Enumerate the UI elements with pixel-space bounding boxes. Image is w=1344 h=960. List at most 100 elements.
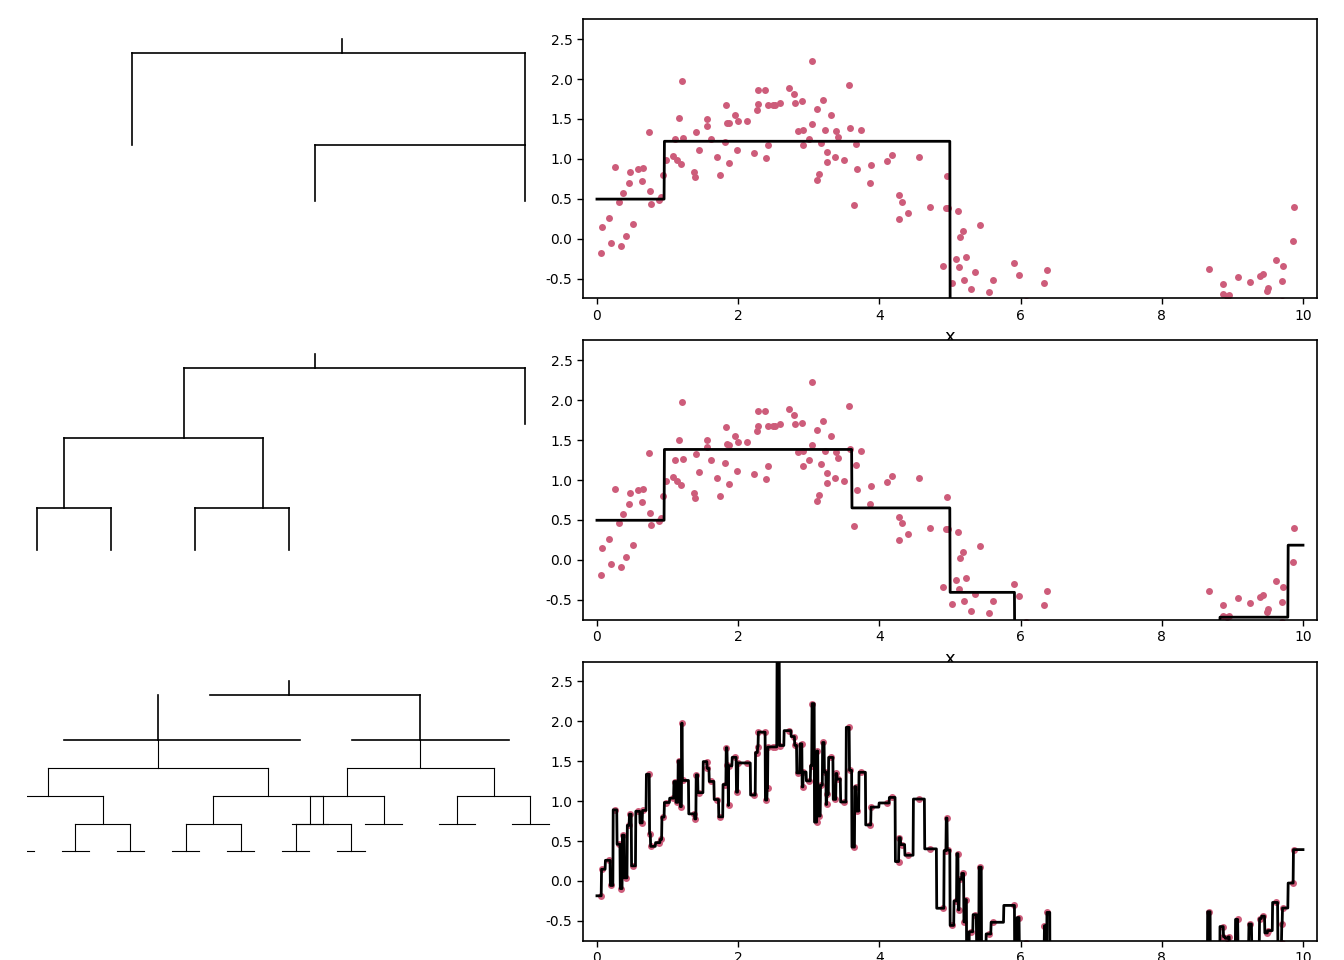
Point bbox=[785, 95, 806, 110]
Point bbox=[909, 470, 930, 486]
Point bbox=[827, 450, 848, 466]
Point bbox=[978, 605, 1000, 620]
Point bbox=[798, 131, 820, 146]
Point bbox=[632, 482, 653, 497]
Point bbox=[966, 295, 988, 310]
Point bbox=[816, 155, 837, 170]
Point bbox=[1036, 584, 1058, 599]
Point bbox=[652, 489, 673, 504]
Point bbox=[1124, 651, 1145, 666]
Point bbox=[793, 764, 814, 780]
Point bbox=[1036, 904, 1058, 920]
Point bbox=[946, 846, 968, 861]
Point bbox=[663, 148, 684, 163]
Point bbox=[664, 453, 685, 468]
Point bbox=[1137, 333, 1159, 348]
Point bbox=[1034, 301, 1055, 317]
Point bbox=[610, 881, 632, 897]
Point bbox=[1016, 301, 1038, 317]
Point bbox=[827, 772, 848, 787]
Point bbox=[935, 201, 957, 216]
Point bbox=[628, 804, 649, 819]
Point bbox=[664, 774, 685, 789]
Point bbox=[716, 437, 738, 452]
Point bbox=[1193, 948, 1215, 960]
Point bbox=[1153, 671, 1175, 686]
Point bbox=[1227, 621, 1249, 636]
Point bbox=[1247, 943, 1269, 958]
Point bbox=[798, 773, 820, 788]
Point bbox=[1008, 588, 1030, 604]
Point bbox=[806, 101, 828, 116]
Point bbox=[601, 557, 622, 572]
Point bbox=[684, 169, 706, 184]
Point bbox=[960, 603, 981, 618]
Point bbox=[1198, 262, 1219, 277]
Point bbox=[747, 403, 769, 419]
Point bbox=[792, 458, 813, 473]
Point bbox=[839, 720, 860, 735]
Point bbox=[632, 815, 653, 830]
Point bbox=[1027, 955, 1048, 960]
Point bbox=[716, 740, 738, 756]
Point bbox=[1193, 628, 1215, 643]
Point bbox=[1101, 662, 1122, 678]
Point bbox=[716, 98, 738, 113]
Point bbox=[1258, 602, 1279, 617]
Point bbox=[1090, 367, 1111, 382]
Point bbox=[816, 144, 837, 159]
Point bbox=[707, 470, 728, 486]
Point bbox=[718, 156, 739, 171]
Point bbox=[790, 94, 812, 109]
Point bbox=[1257, 283, 1278, 299]
Point bbox=[1239, 595, 1261, 611]
Point bbox=[948, 260, 969, 276]
Point bbox=[833, 473, 855, 489]
Point bbox=[683, 485, 704, 500]
Point bbox=[965, 265, 986, 280]
Point bbox=[1027, 313, 1048, 328]
Point bbox=[650, 511, 672, 526]
Point bbox=[931, 900, 953, 916]
Point bbox=[785, 737, 806, 753]
Point bbox=[727, 142, 749, 157]
Point bbox=[953, 224, 974, 239]
Point bbox=[1099, 324, 1121, 340]
Point bbox=[960, 924, 981, 940]
Point bbox=[671, 395, 692, 410]
Point bbox=[1141, 675, 1163, 690]
Point bbox=[1173, 660, 1195, 675]
Point bbox=[788, 765, 809, 780]
Point bbox=[757, 739, 778, 755]
Point bbox=[616, 228, 637, 243]
Point bbox=[937, 200, 958, 215]
Point bbox=[663, 469, 684, 485]
Point bbox=[1267, 618, 1289, 634]
Point bbox=[754, 403, 775, 419]
X-axis label: x: x bbox=[945, 328, 956, 347]
Point bbox=[1153, 313, 1175, 328]
Point bbox=[1153, 350, 1175, 366]
Point bbox=[1271, 594, 1293, 610]
Point bbox=[718, 476, 739, 492]
Point bbox=[1027, 634, 1048, 649]
Point bbox=[598, 532, 620, 547]
Point bbox=[746, 423, 767, 439]
Point bbox=[1032, 651, 1054, 666]
Point bbox=[655, 795, 676, 810]
Point bbox=[664, 132, 685, 147]
Point bbox=[785, 417, 806, 432]
Point bbox=[1103, 694, 1125, 709]
Point bbox=[1253, 266, 1274, 281]
Point bbox=[1101, 327, 1122, 343]
Point bbox=[1157, 628, 1179, 643]
Point bbox=[806, 814, 828, 829]
Point bbox=[792, 137, 813, 153]
Point bbox=[851, 764, 872, 780]
Point bbox=[1219, 304, 1241, 320]
Point bbox=[843, 518, 864, 534]
Point bbox=[1085, 323, 1106, 338]
Point bbox=[801, 374, 823, 390]
Point bbox=[601, 235, 622, 251]
Point bbox=[946, 525, 968, 540]
